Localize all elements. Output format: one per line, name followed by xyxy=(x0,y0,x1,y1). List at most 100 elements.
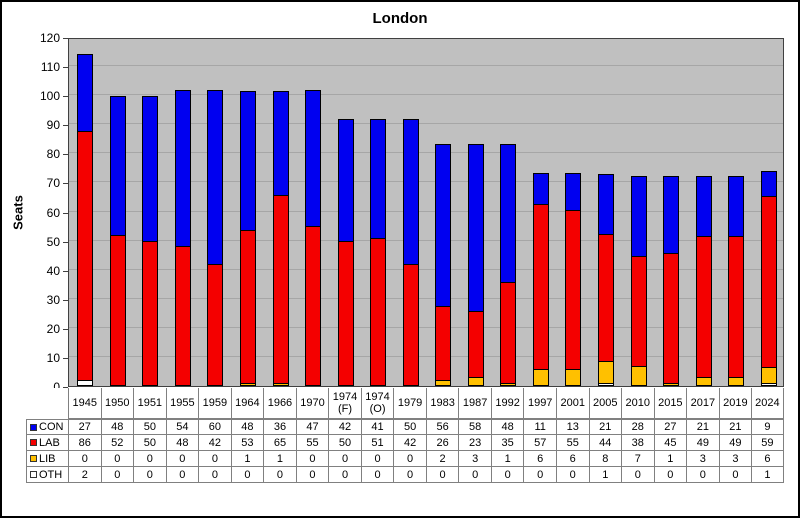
bar-segment-lab xyxy=(500,282,517,385)
legend-label-con: CON xyxy=(39,421,64,433)
value-cell-con-2019: 21 xyxy=(718,419,752,435)
value-cell-lib-1979: 0 xyxy=(393,451,426,467)
bar-1992 xyxy=(492,39,525,386)
bar-stack xyxy=(728,175,745,386)
year-header-2001: 2001 xyxy=(555,388,589,419)
year-header-1966: 1966 xyxy=(263,388,296,419)
value-cell-lab-2019: 49 xyxy=(718,435,752,451)
value-cell-con-1964: 48 xyxy=(230,419,264,435)
bar-1974F xyxy=(329,39,362,386)
bar-stack xyxy=(630,175,647,386)
oth-color-swatch xyxy=(30,471,37,478)
value-cell-con-1997: 11 xyxy=(523,419,556,435)
bar-segment-con xyxy=(174,90,191,248)
y-tick-label-90: 90 xyxy=(46,118,60,133)
year-header-1997: 1997 xyxy=(523,388,556,419)
legend-cell-lib: LIB xyxy=(26,451,68,467)
bar-segment-lib xyxy=(532,368,549,386)
y-tick-mark-0 xyxy=(63,387,68,388)
value-cell-lib-1992: 1 xyxy=(490,451,524,467)
bar-stack xyxy=(142,96,159,386)
bar-2010 xyxy=(622,39,655,386)
bar-segment-lab xyxy=(305,226,322,386)
bar-stack xyxy=(109,96,126,386)
bar-1955 xyxy=(167,39,200,386)
value-cell-lib-1997: 6 xyxy=(523,451,556,467)
legend-label-lib: LIB xyxy=(39,452,56,465)
bar-segment-lab xyxy=(467,311,484,379)
value-cell-oth-1979: 0 xyxy=(393,467,426,483)
value-cell-oth-1974O: 0 xyxy=(360,467,394,483)
value-cell-lab-2024: 59 xyxy=(751,435,784,451)
value-cell-con-1983: 56 xyxy=(425,419,459,435)
year-header-1979: 1979 xyxy=(393,388,426,419)
value-cell-oth-2005: 1 xyxy=(588,467,622,483)
year-header-2005: 2005 xyxy=(588,388,622,419)
value-cell-con-1970: 47 xyxy=(295,419,329,435)
bar-segment-lib xyxy=(239,383,256,386)
bar-segment-con xyxy=(532,172,549,205)
bar-stack xyxy=(239,91,256,386)
year-header-2024: 2024 xyxy=(751,388,784,419)
value-cell-lib-1959: 0 xyxy=(198,451,231,467)
value-cell-lib-1950: 0 xyxy=(100,451,134,467)
legend-label-lab: LAB xyxy=(39,436,60,449)
bar-segment-con xyxy=(467,143,484,313)
value-cell-lib-2001: 6 xyxy=(555,451,589,467)
bar-segment-con xyxy=(239,91,256,231)
value-cell-lab-1992: 35 xyxy=(490,435,524,451)
bar-segment-con xyxy=(597,173,614,235)
legend-cell-lab: LAB xyxy=(26,435,68,451)
value-cell-lib-2015: 1 xyxy=(653,451,687,467)
value-cell-oth-1992: 0 xyxy=(490,467,524,483)
value-cell-lib-1974F: 0 xyxy=(328,451,361,467)
value-cell-lib-1955: 0 xyxy=(165,451,199,467)
bar-segment-lab xyxy=(695,235,712,379)
y-tick-mark-60 xyxy=(63,212,68,214)
y-tick-label-10: 10 xyxy=(46,350,60,365)
value-cell-lab-2017: 49 xyxy=(686,435,719,451)
bar-stack xyxy=(695,175,712,386)
bar-segment-lab xyxy=(174,246,191,386)
bar-segment-lib xyxy=(663,383,680,386)
value-cell-lib-1964: 1 xyxy=(230,451,264,467)
value-cell-oth-1955: 0 xyxy=(165,467,199,483)
bar-segment-lab xyxy=(402,263,419,386)
year-header-1983: 1983 xyxy=(425,388,459,419)
bar-2024 xyxy=(752,39,785,386)
bar-segment-con xyxy=(305,90,322,228)
bar-stack xyxy=(435,143,452,386)
year-header-1945: 1945 xyxy=(68,388,101,419)
bar-stack xyxy=(597,173,614,386)
bar-1964 xyxy=(232,39,265,386)
bar-segment-lab xyxy=(565,209,582,370)
value-cell-lab-1987: 23 xyxy=(458,435,491,451)
gridline-y100 xyxy=(69,94,783,96)
year-header-1955: 1955 xyxy=(165,388,199,419)
data-table: 1945 1950 1951 1955 1959 1964 1966 1970 1974 (F)… xyxy=(26,388,784,483)
value-cell-lab-1997: 57 xyxy=(523,435,556,451)
y-tick-mark-90 xyxy=(63,125,68,127)
lab-color-swatch xyxy=(30,439,37,446)
y-tick-label-40: 40 xyxy=(46,263,60,278)
value-cell-con-1979: 50 xyxy=(393,419,426,435)
bar-segment-lab xyxy=(597,233,614,362)
bar-segment-oth xyxy=(760,383,777,386)
year-header-1951: 1951 xyxy=(133,388,166,419)
year-header-2019: 2019 xyxy=(718,388,752,419)
value-cell-con-1951: 50 xyxy=(133,419,166,435)
value-cell-lib-1987: 3 xyxy=(458,451,491,467)
bar-segment-lib xyxy=(500,383,517,386)
bar-stack xyxy=(467,143,484,386)
bar-1959 xyxy=(199,39,232,386)
value-cell-lab-1959: 42 xyxy=(198,435,231,451)
value-cell-lab-2010: 38 xyxy=(621,435,654,451)
year-header-1950: 1950 xyxy=(100,388,134,419)
bar-segment-con xyxy=(142,96,159,242)
bar-stack xyxy=(174,90,191,386)
value-cell-oth-1951: 0 xyxy=(133,467,166,483)
legend-label-oth: OTH xyxy=(39,468,63,481)
value-cell-con-1950: 48 xyxy=(100,419,134,435)
value-cell-lab-1966: 65 xyxy=(263,435,296,451)
value-cell-lab-1979: 42 xyxy=(393,435,426,451)
